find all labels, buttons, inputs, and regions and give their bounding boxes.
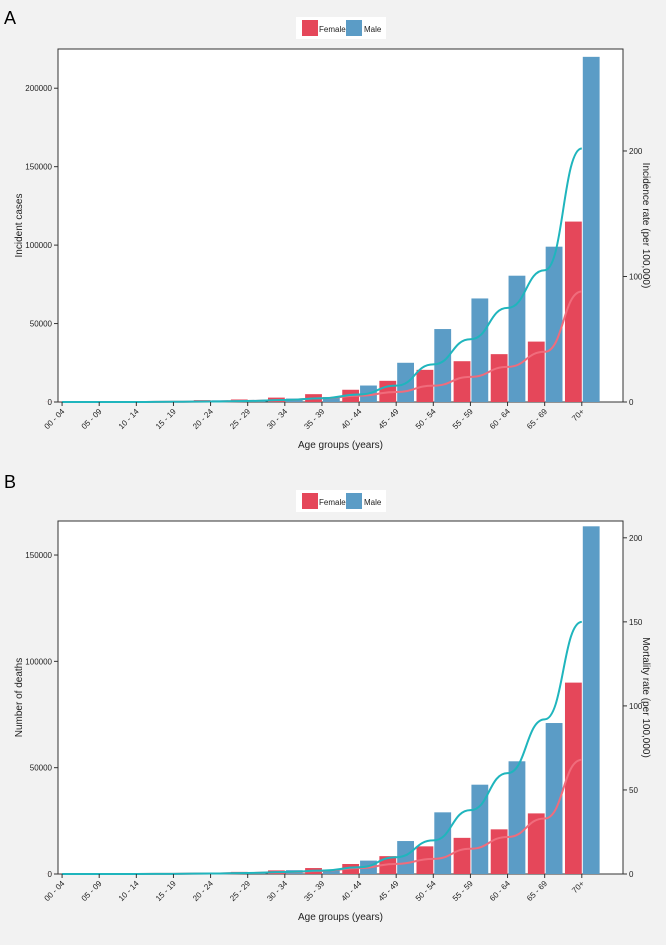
x-axis-title: Age groups (years) <box>298 440 383 451</box>
y2-tick-label-1: 50 <box>629 786 638 795</box>
x-tick-label-13: 65 - 69 <box>525 407 549 431</box>
y-tick-label-2: 100000 <box>25 241 52 250</box>
legend-label-female: Female <box>319 498 346 507</box>
x-tick-label-8: 40 - 44 <box>339 407 363 431</box>
chart-panel-A: A Female Male 0 50000 100000 150000 200000 0 100 2… <box>4 8 651 451</box>
bar-female-14 <box>564 221 582 402</box>
bar-male-10 <box>434 812 452 874</box>
y-tick-label-0: 0 <box>48 398 53 407</box>
bar-female-13 <box>527 341 545 402</box>
legend-label-male: Male <box>364 498 382 507</box>
panel-label: A <box>4 8 16 28</box>
legend: Female Male <box>296 490 386 512</box>
y2-tick-label-3: 150 <box>629 618 643 627</box>
bar-male-11 <box>471 298 489 402</box>
x-tick-label-2: 10 - 14 <box>117 879 141 903</box>
x-tick-label-8: 40 - 44 <box>339 879 363 903</box>
y2-tick-label-0: 0 <box>629 870 634 879</box>
y2-tick-label-4: 200 <box>629 534 643 543</box>
line-male-rate <box>62 147 583 403</box>
x-tick-label-10: 50 - 54 <box>414 407 438 431</box>
bar-female-11 <box>453 361 471 402</box>
x-tick-label-1: 05 - 09 <box>80 879 104 903</box>
legend: Female Male <box>296 17 386 39</box>
bar-male-9 <box>397 841 415 874</box>
x-tick-label-9: 45 - 49 <box>377 879 401 903</box>
y-tick-label-1: 50000 <box>30 320 53 329</box>
x-tick-label-6: 30 - 34 <box>265 879 289 903</box>
x-tick-label-7: 35 - 39 <box>302 879 326 903</box>
bar-female-14 <box>564 682 582 874</box>
x-tick-label-9: 45 - 49 <box>377 407 401 431</box>
y2-tick-label-2: 200 <box>629 147 643 156</box>
legend-swatch-female <box>302 20 318 36</box>
legend-swatch-male <box>346 20 362 36</box>
line-male-rate <box>62 620 583 875</box>
x-tick-label-2: 10 - 14 <box>117 407 141 431</box>
y-tick-label-3: 150000 <box>25 163 52 172</box>
x-tick-label-13: 65 - 69 <box>525 879 549 903</box>
y-axis-title: Incident cases <box>14 194 25 258</box>
legend-label-female: Female <box>319 25 346 34</box>
x-tick-label-3: 15 - 19 <box>154 407 178 431</box>
legend-label-male: Male <box>364 25 382 34</box>
y-tick-label-4: 200000 <box>25 84 52 93</box>
bar-female-12 <box>490 829 508 874</box>
x-tick-label-1: 05 - 09 <box>80 407 104 431</box>
bar-female-13 <box>527 813 545 874</box>
y2-tick-label-2: 100 <box>629 702 643 711</box>
y2-axis-title: Mortality rate (per 100,000) <box>640 637 651 758</box>
y-tick-label-3: 150000 <box>25 551 52 560</box>
y2-tick-label-0: 0 <box>629 398 634 407</box>
x-tick-label-10: 50 - 54 <box>414 879 438 903</box>
y-tick-label-2: 100000 <box>25 657 52 666</box>
x-tick-label-11: 55 - 59 <box>451 879 475 903</box>
y2-tick-label-1: 100 <box>629 272 643 281</box>
legend-box <box>296 490 386 512</box>
x-tick-label-7: 35 - 39 <box>302 407 326 431</box>
x-tick-label-12: 60 - 64 <box>488 407 512 431</box>
x-tick-label-12: 60 - 64 <box>488 879 512 903</box>
legend-box <box>296 17 386 39</box>
bar-male-7 <box>322 396 340 402</box>
bar-male-10 <box>434 329 452 402</box>
bar-male-13 <box>545 246 563 402</box>
x-tick-label-3: 15 - 19 <box>154 879 178 903</box>
x-tick-label-0: 00 - 04 <box>43 879 67 903</box>
chart-panel-B: B Female Male 0 50000 100000 150000 0 50 100 150 20… <box>4 472 651 923</box>
bar-male-14 <box>582 526 600 874</box>
x-tick-label-14: 70+ <box>570 879 586 895</box>
x-tick-label-11: 55 - 59 <box>451 407 475 431</box>
x-tick-label-4: 20 - 24 <box>191 879 215 903</box>
bar-male-12 <box>508 761 526 874</box>
x-tick-label-5: 25 - 29 <box>228 407 252 431</box>
bar-female-11 <box>453 837 471 874</box>
x-axis-title: Age groups (years) <box>298 912 383 923</box>
x-tick-label-4: 20 - 24 <box>191 407 215 431</box>
x-tick-label-5: 25 - 29 <box>228 879 252 903</box>
y2-axis-title: Incidence rate (per 100,000) <box>640 163 651 289</box>
x-tick-label-14: 70+ <box>570 407 586 423</box>
bar-female-12 <box>490 354 508 402</box>
legend-swatch-female <box>302 493 318 509</box>
bar-male-13 <box>545 723 563 874</box>
bar-male-11 <box>471 784 489 874</box>
x-tick-label-6: 30 - 34 <box>265 407 289 431</box>
panel-label: B <box>4 472 16 492</box>
bar-male-7 <box>322 869 340 874</box>
y-tick-label-0: 0 <box>48 870 53 879</box>
y-axis-title: Number of deaths <box>14 658 25 738</box>
y-tick-label-1: 50000 <box>30 764 53 773</box>
x-tick-label-0: 00 - 04 <box>43 407 67 431</box>
bar-male-14 <box>582 56 600 402</box>
legend-swatch-male <box>346 493 362 509</box>
